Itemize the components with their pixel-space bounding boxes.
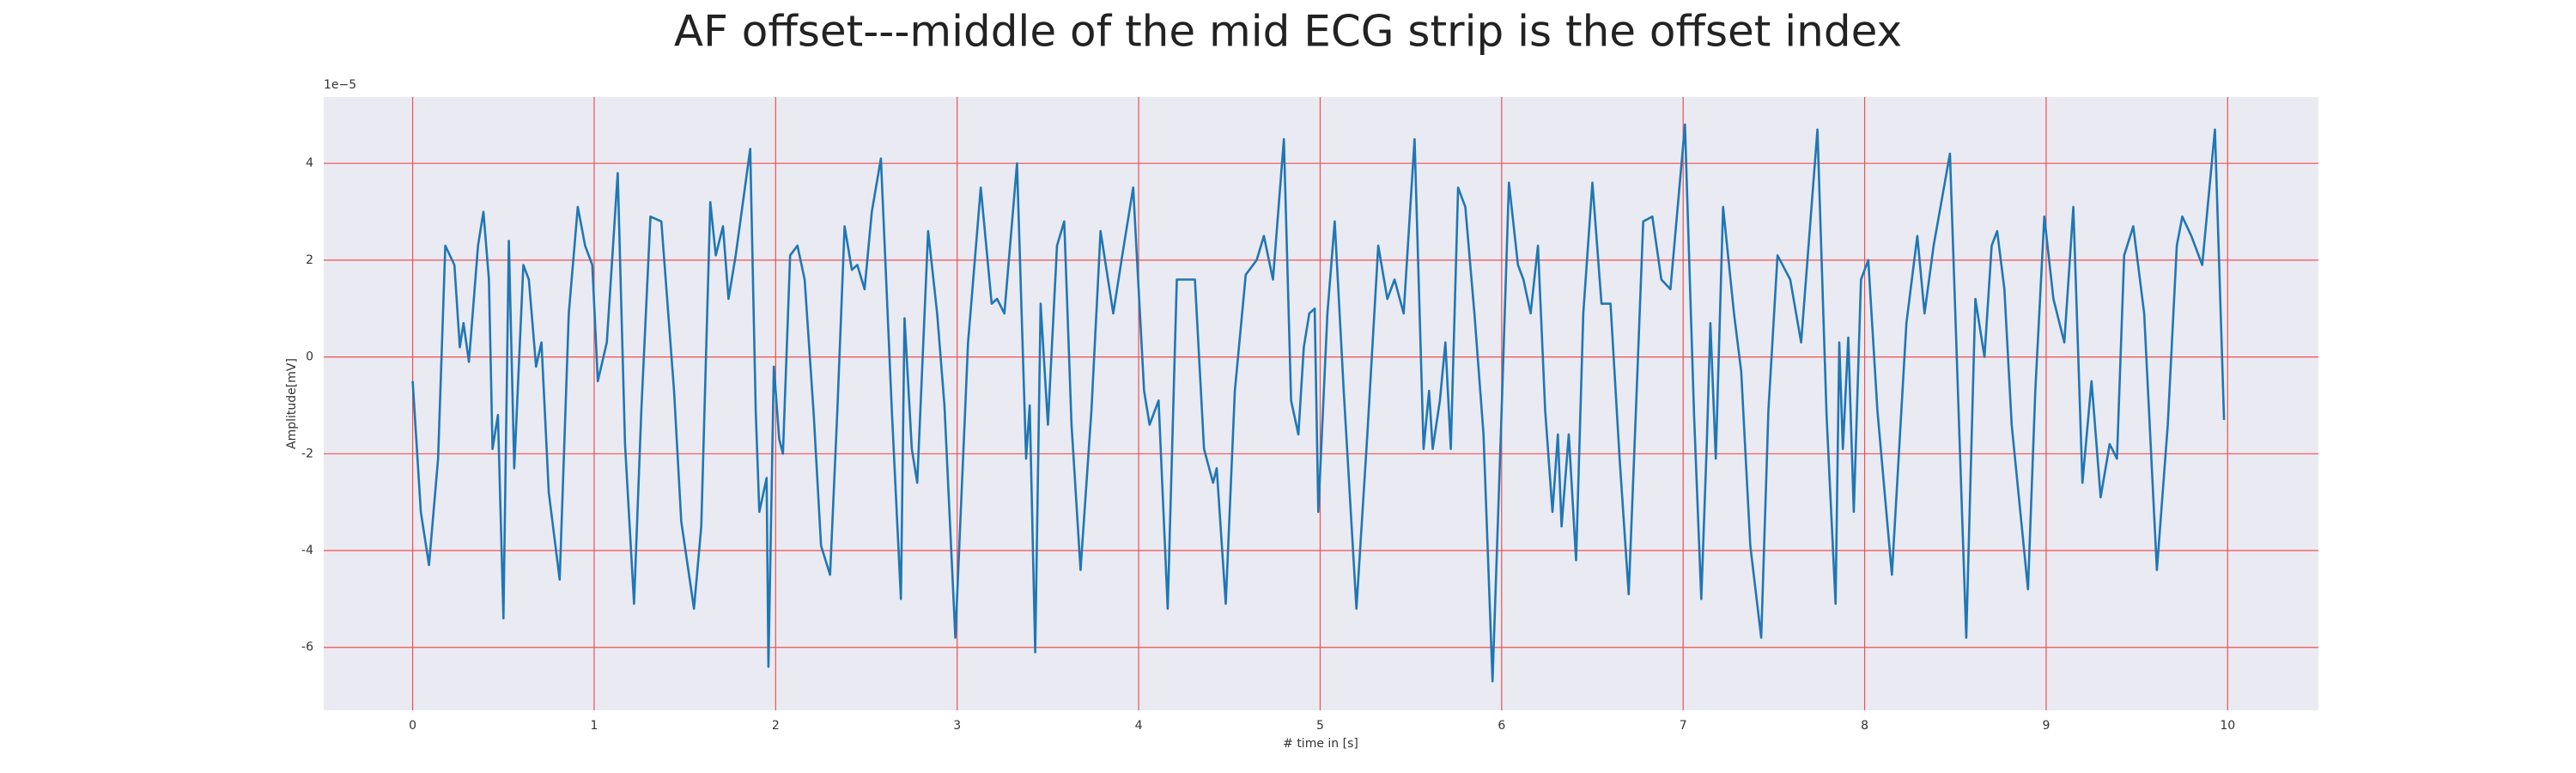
y-tick-label: -4: [301, 544, 313, 557]
x-tick-label: 8: [1861, 719, 1868, 733]
x-tick-label: 6: [1498, 719, 1505, 733]
x-axis-label: # time in [s]: [1283, 737, 1358, 751]
x-tick-label: 9: [2042, 719, 2050, 733]
y-tick-label: 4: [306, 156, 313, 170]
x-tick-label: 5: [1316, 719, 1324, 733]
x-tick-label: 1: [590, 719, 598, 733]
y-tick-label: 2: [306, 253, 313, 267]
x-tick-label: 3: [953, 719, 961, 733]
ecg-line: [411, 123, 2226, 683]
chart-title: AF offset---middle of the mid ECG strip …: [674, 7, 1902, 57]
y-tick-label: -6: [301, 641, 313, 654]
x-tick-label: 4: [1135, 719, 1143, 733]
y-tick-label: 0: [306, 350, 313, 364]
x-tick-label: 2: [772, 719, 780, 733]
y-tick-label: -2: [301, 447, 313, 460]
x-tick-label: 7: [1680, 719, 1687, 733]
plot-area: [324, 97, 2318, 710]
y-axis-label: Amplitude[mV]: [285, 358, 299, 449]
x-tick-label: 10: [2220, 719, 2235, 733]
y-offset-label: 1e−5: [324, 78, 356, 92]
x-tick-label: 0: [409, 719, 416, 733]
